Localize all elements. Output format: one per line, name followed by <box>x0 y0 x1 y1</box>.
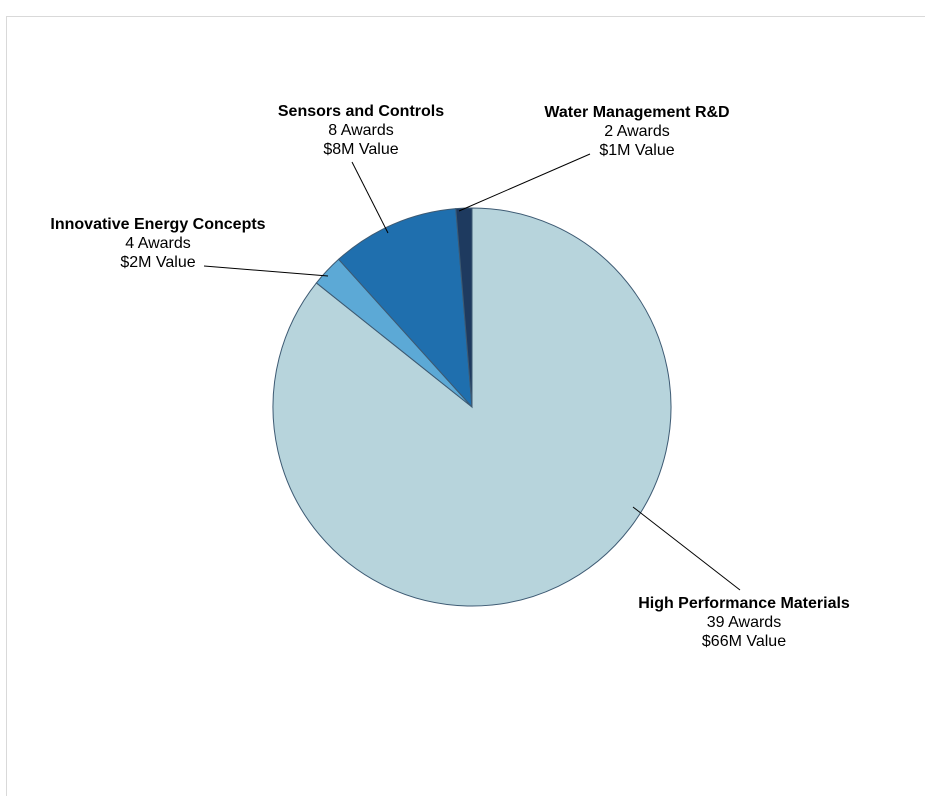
slice-label-value-sensors-and-controls: $8M Value <box>323 141 398 158</box>
leader-line-high-performance-materials <box>632 506 741 591</box>
slice-label-value-high-performance-materials: $66M Value <box>702 633 786 650</box>
slice-label-name-innovative-energy-concepts: Innovative Energy Concepts <box>50 216 265 233</box>
slice-label-value-water-management-randd: $1M Value <box>599 142 674 159</box>
slice-label-name-high-performance-materials: High Performance Materials <box>638 595 850 612</box>
slice-label-awards-water-management-randd: 2 Awards <box>604 123 670 140</box>
pie-slice-sensors-and-controls <box>337 208 473 409</box>
leader-line-innovative-energy-concepts <box>203 265 329 277</box>
leader-line-sensors-and-controls <box>351 161 389 234</box>
leader-line-water-management-randd <box>458 153 591 212</box>
pie-slice-water-management-randd <box>455 207 473 408</box>
chart-frame <box>6 16 925 796</box>
slice-label-name-water-management-randd: Water Management R&D <box>544 104 729 121</box>
slice-label-name-sensors-and-controls: Sensors and Controls <box>278 103 444 120</box>
slice-label-awards-sensors-and-controls: 8 Awards <box>328 122 394 139</box>
slice-label-value-innovative-energy-concepts: $2M Value <box>120 254 195 271</box>
slice-label-awards-high-performance-materials: 39 Awards <box>707 614 781 631</box>
slice-label-awards-innovative-energy-concepts: 4 Awards <box>125 235 191 252</box>
